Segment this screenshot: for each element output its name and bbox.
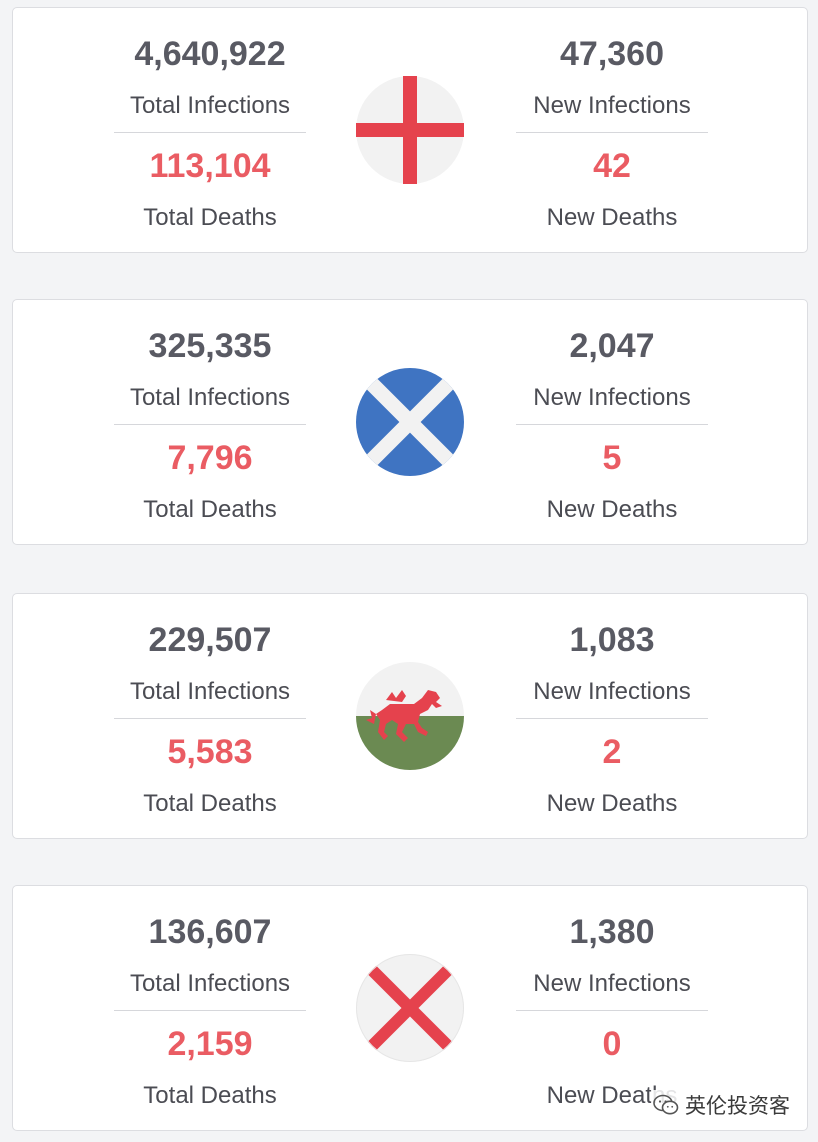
- new-stats-column: 2,047 New Infections 5 New Deaths: [516, 300, 708, 544]
- new-deaths-value: 5: [602, 439, 622, 477]
- new-infections-value: 1,083: [569, 621, 655, 659]
- divider: [114, 132, 306, 133]
- divider: [114, 424, 306, 425]
- total-deaths-value: 113,104: [149, 147, 271, 185]
- total-deaths-label: Total Deaths: [143, 790, 277, 817]
- total-stats-column: 229,507 Total Infections 5,583 Total Dea…: [114, 594, 306, 838]
- total-infections-value: 325,335: [148, 327, 272, 365]
- divider: [114, 1010, 306, 1011]
- total-deaths-label: Total Deaths: [143, 204, 277, 231]
- new-infections-label: New Infections: [533, 384, 691, 411]
- england-flag-icon: [356, 76, 464, 184]
- region-card-england: 4,640,922 Total Infections 113,104 Total…: [12, 7, 808, 253]
- total-infections-label: Total Infections: [129, 92, 291, 119]
- region-card-wales: 229,507 Total Infections 5,583 Total Dea…: [12, 593, 808, 839]
- total-deaths-value: 5,583: [167, 733, 253, 771]
- total-deaths-value: 7,796: [167, 439, 253, 477]
- total-deaths-value: 2,159: [167, 1025, 253, 1063]
- total-stats-column: 136,607 Total Infections 2,159 Total Dea…: [114, 886, 306, 1130]
- new-stats-column: 47,360 New Infections 42 New Deaths: [516, 8, 708, 252]
- wales-flag-icon: [356, 662, 464, 770]
- total-stats-column: 4,640,922 Total Infections 113,104 Total…: [114, 8, 306, 252]
- divider: [516, 424, 708, 425]
- new-infections-label: New Infections: [533, 970, 691, 997]
- new-infections-value: 1,380: [569, 913, 655, 951]
- watermark-text: 英伦投资客: [685, 1095, 790, 1118]
- divider: [516, 718, 708, 719]
- total-infections-label: Total Infections: [129, 678, 291, 705]
- new-deaths-value: 42: [593, 147, 631, 185]
- new-deaths-label: New Deaths: [546, 204, 678, 231]
- new-infections-value: 47,360: [560, 35, 664, 73]
- divider: [114, 718, 306, 719]
- new-stats-column: 1,083 New Infections 2 New Deaths: [516, 594, 708, 838]
- new-deaths-label: New Deaths: [546, 790, 678, 817]
- new-deaths-value: 2: [602, 733, 622, 771]
- total-deaths-label: Total Deaths: [143, 1082, 277, 1109]
- new-infections-value: 2,047: [569, 327, 655, 365]
- new-deaths-label: New Deaths: [546, 496, 678, 523]
- total-deaths-label: Total Deaths: [143, 496, 277, 523]
- total-infections-label: Total Infections: [129, 970, 291, 997]
- new-stats-column: 1,380 New Infections 0 New Deaths: [516, 886, 708, 1130]
- total-stats-column: 325,335 Total Infections 7,796 Total Dea…: [114, 300, 306, 544]
- divider: [516, 132, 708, 133]
- new-infections-label: New Infections: [533, 678, 691, 705]
- watermark: 英伦投资客: [651, 1090, 792, 1120]
- new-deaths-value: 0: [602, 1025, 622, 1063]
- total-infections-label: Total Infections: [129, 384, 291, 411]
- wechat-icon: [653, 1094, 679, 1116]
- saltire-flag-icon: [356, 954, 464, 1062]
- total-infections-value: 4,640,922: [134, 35, 286, 73]
- total-infections-value: 229,507: [148, 621, 272, 659]
- scotland-flag-icon: [356, 368, 464, 476]
- new-infections-label: New Infections: [533, 92, 691, 119]
- divider: [516, 1010, 708, 1011]
- total-infections-value: 136,607: [148, 913, 272, 951]
- region-card-scotland: 325,335 Total Infections 7,796 Total Dea…: [12, 299, 808, 545]
